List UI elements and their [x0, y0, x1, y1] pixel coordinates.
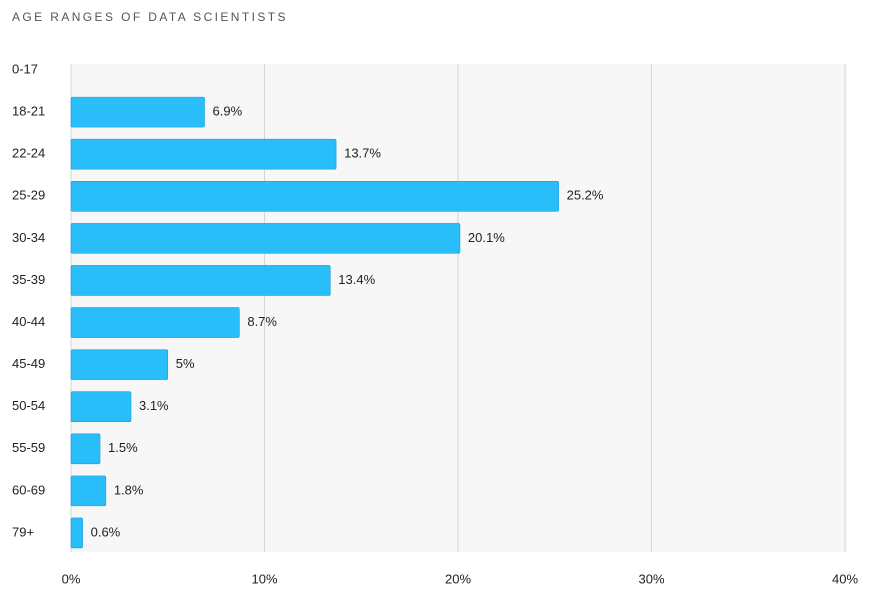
value-label: 8.7% — [247, 314, 277, 329]
y-tick-label: 60-69 — [12, 482, 45, 497]
x-tick-label: 30% — [638, 571, 664, 586]
y-tick-label: 50-54 — [12, 398, 45, 413]
value-label: 1.5% — [108, 440, 138, 455]
bar — [70, 180, 559, 212]
y-tick-label: 40-44 — [12, 314, 45, 329]
chart-title: AGE RANGES OF DATA SCIENTISTS — [12, 10, 288, 24]
bar — [70, 349, 169, 380]
y-tick-label: 45-49 — [12, 356, 45, 371]
y-tick-label: 35-39 — [12, 272, 45, 287]
bar — [70, 475, 107, 507]
y-tick-label: 30-34 — [12, 230, 45, 245]
y-tick-label: 25-29 — [12, 188, 45, 203]
value-label: 5% — [176, 356, 195, 371]
value-label: 1.8% — [114, 482, 144, 497]
bar — [70, 307, 240, 338]
bar — [70, 223, 461, 254]
value-label: 13.7% — [344, 146, 381, 161]
value-label: 6.9% — [213, 104, 243, 119]
bar — [70, 138, 337, 170]
x-tick-label: 0% — [62, 571, 81, 586]
value-label: 13.4% — [338, 272, 375, 287]
y-tick-label: 18-21 — [12, 104, 45, 119]
bar — [70, 433, 101, 465]
bar — [70, 265, 331, 296]
bar — [70, 96, 205, 128]
x-tick-label: 10% — [251, 571, 277, 586]
x-tick-label: 40% — [832, 571, 858, 586]
y-tick-label: 22-24 — [12, 146, 45, 161]
y-tick-label: 0-17 — [12, 61, 38, 76]
bar — [70, 517, 83, 549]
value-label: 20.1% — [468, 230, 505, 245]
value-label: 25.2% — [567, 188, 604, 203]
value-label: 3.1% — [139, 398, 169, 413]
y-tick-label: 79+ — [12, 524, 34, 539]
x-tick-label: 20% — [445, 571, 471, 586]
bar — [70, 391, 132, 423]
y-tick-label: 55-59 — [12, 440, 45, 455]
value-label: 0.6% — [91, 524, 121, 539]
